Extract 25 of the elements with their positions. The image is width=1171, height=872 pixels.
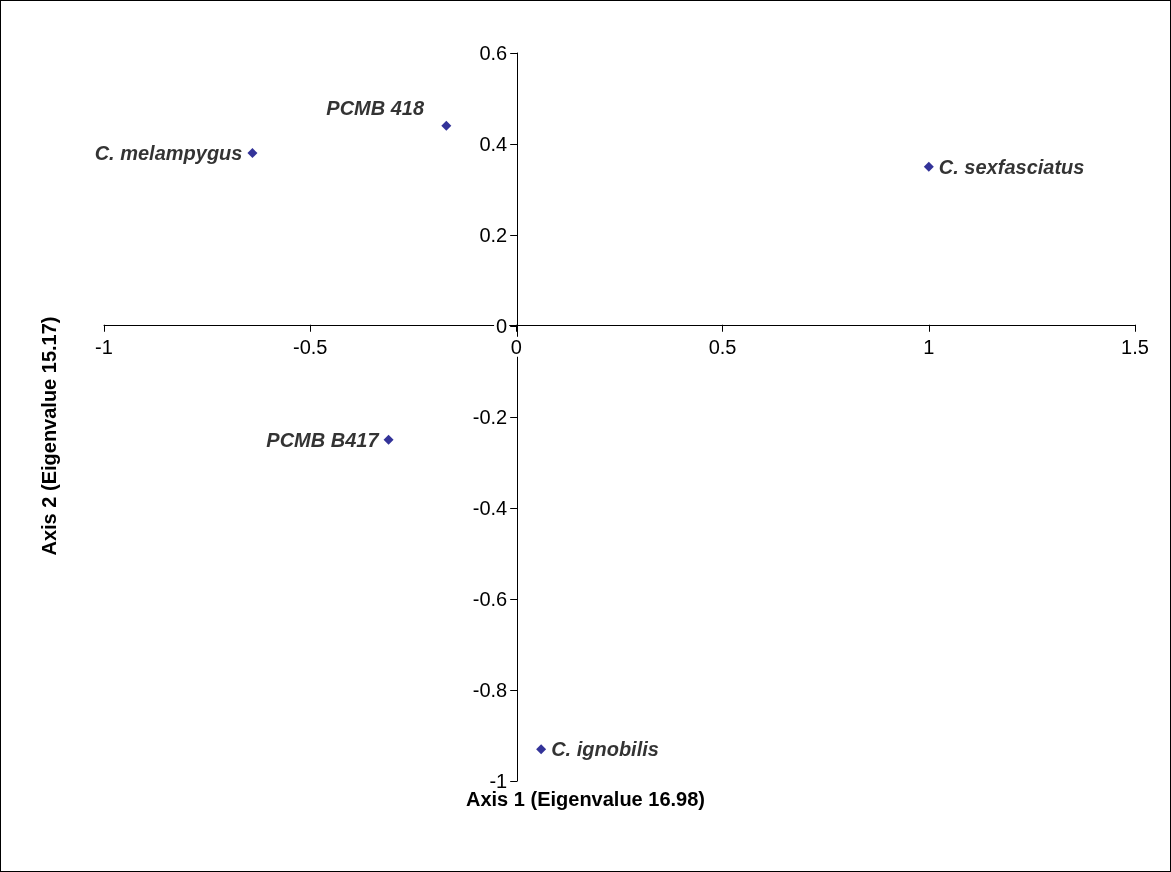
annotation: C. melampygus [94,142,243,165]
y-axis-title: Axis 2 (Eigenvalue 15.17) [38,316,60,556]
point [536,744,547,755]
point [923,161,934,172]
y-tick-label: 0 [496,315,508,337]
y-tick-label: 0.4 [479,133,508,155]
x-tick-label: 0 [510,335,522,358]
annotation: C. sexfasciatus [938,155,1085,178]
x-tick-label: 1.5 [1121,335,1149,358]
annotation: PCMB 418 [326,96,425,119]
x-tick-label: 1 [923,335,935,358]
point [441,120,452,131]
y-tick-label: -0.2 [472,406,508,428]
y-tick-label: -0.4 [472,497,508,519]
y-tick-label: 0.6 [479,42,508,64]
annotation: C. ignobilis [551,738,659,761]
annotation: PCMB B417 [266,428,380,451]
x-tick-label: 0.5 [708,335,737,358]
y-tick-label: -0.8 [472,679,508,701]
y-tick-label: 0.2 [479,224,508,246]
point [247,148,258,159]
x-tick-label: -0.5 [292,335,328,358]
y-tick-label: -0.6 [472,588,508,610]
point [383,434,394,445]
x-tick-label: -1 [95,335,113,358]
